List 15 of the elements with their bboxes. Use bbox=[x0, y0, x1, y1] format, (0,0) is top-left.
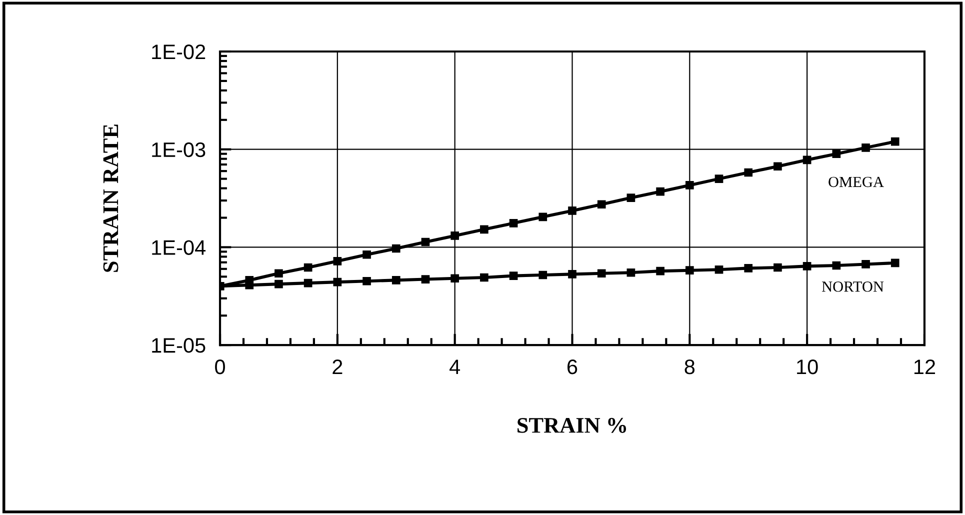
y-axis-title: STRAIN RATE bbox=[103, 124, 118, 272]
series-label: OMEGA bbox=[828, 176, 884, 188]
y-tick-label: 1E-04 bbox=[152, 240, 206, 255]
x-tick-label: 0 bbox=[215, 359, 225, 374]
x-axis-title: STRAIN % bbox=[518, 418, 626, 433]
x-tick-label: 4 bbox=[450, 360, 460, 374]
y-tick-label: 1E-03 bbox=[152, 142, 206, 158]
series-label: NORTON bbox=[822, 282, 884, 292]
x-tick-label: 10 bbox=[797, 359, 818, 374]
x-tick-label: 12 bbox=[914, 359, 936, 374]
y-tick-label: 1E-02 bbox=[152, 44, 206, 60]
x-tick-label: 8 bbox=[684, 359, 695, 374]
x-tick-label: 2 bbox=[332, 359, 342, 374]
x-tick-label: 6 bbox=[568, 359, 578, 374]
y-tick-label: 1E-05 bbox=[152, 338, 206, 353]
